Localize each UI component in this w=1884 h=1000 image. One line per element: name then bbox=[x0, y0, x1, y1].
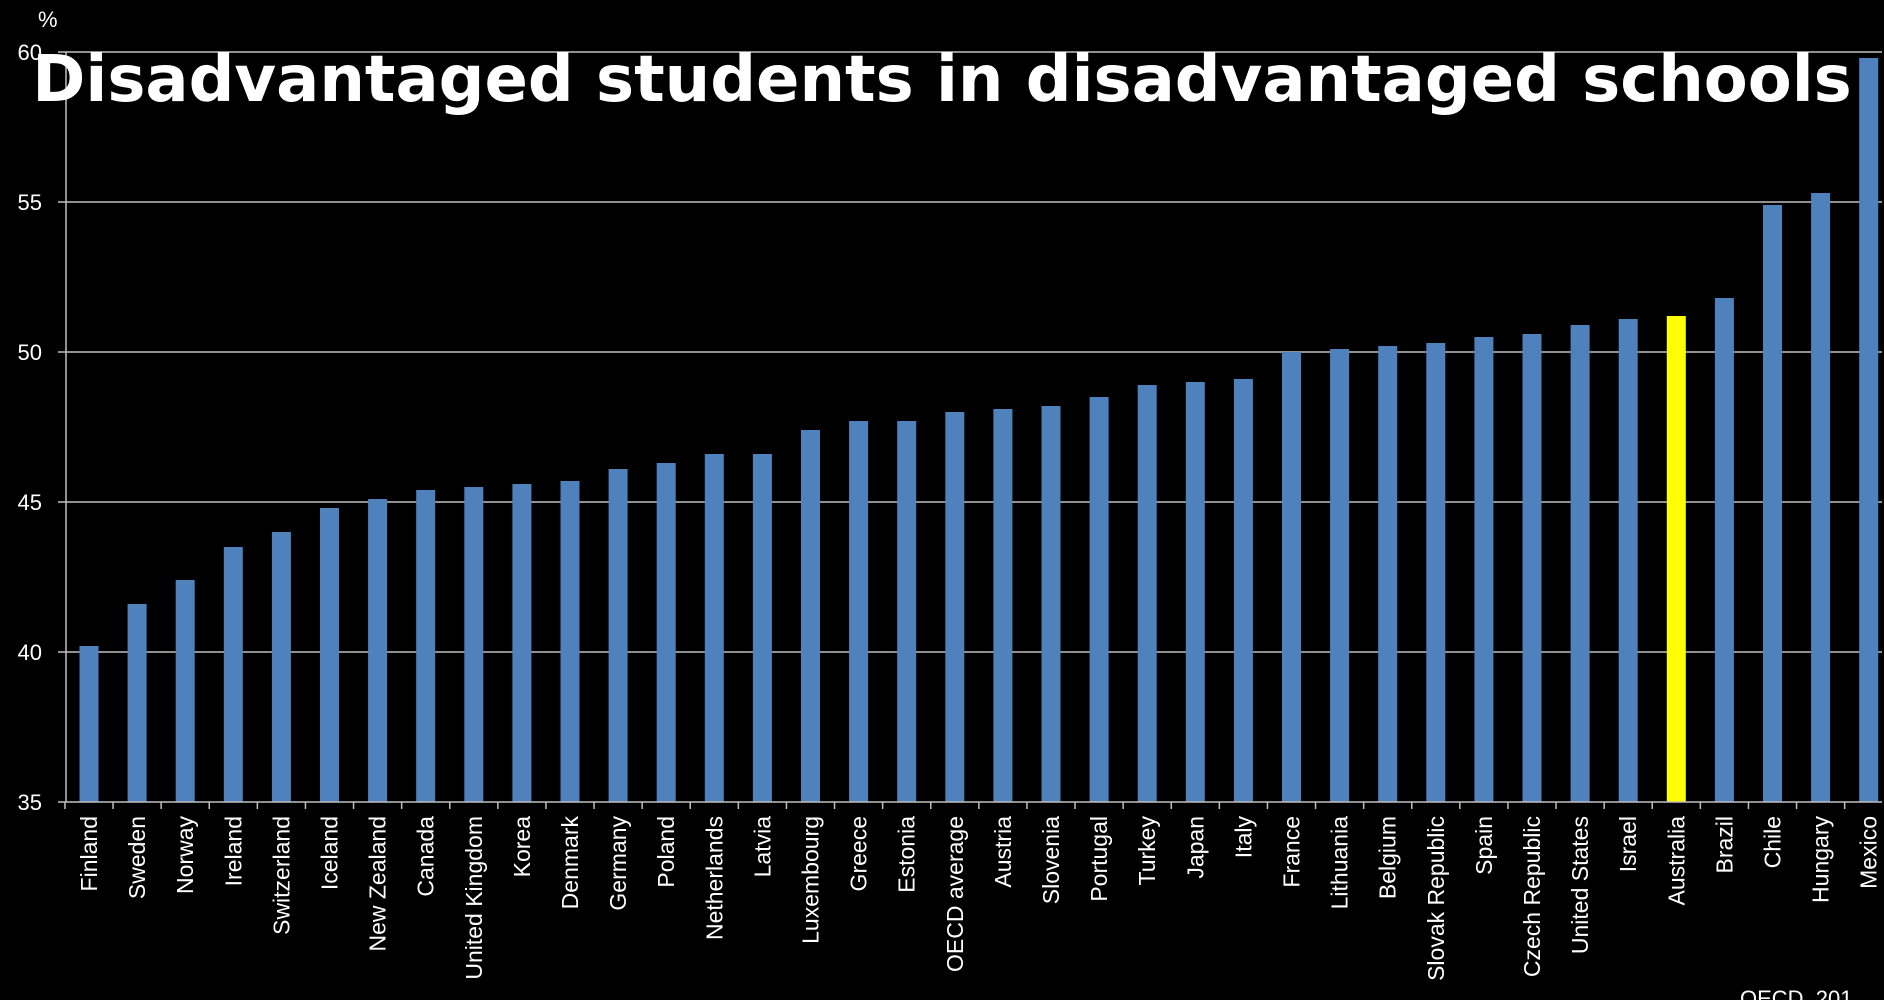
x-tick-label: Portugal bbox=[1086, 816, 1112, 902]
bar-denmark bbox=[560, 481, 580, 802]
x-tick-label: New Zealand bbox=[365, 816, 391, 952]
bar-new-zealand bbox=[368, 499, 388, 802]
bar-finland bbox=[79, 646, 99, 802]
x-tick-label: Turkey bbox=[1134, 816, 1160, 886]
bar-netherlands bbox=[704, 454, 724, 802]
x-tick-label: Iceland bbox=[317, 816, 343, 890]
bar-sweden bbox=[127, 604, 147, 802]
bar-latvia bbox=[752, 454, 772, 802]
bar-oecd-average bbox=[945, 412, 965, 802]
x-tick-label: Lithuania bbox=[1327, 816, 1353, 910]
source-note: OECD, 201 bbox=[1740, 986, 1853, 1000]
x-tick-label: Switzerland bbox=[268, 816, 294, 935]
bar-norway bbox=[175, 580, 195, 802]
x-tick-label: Korea bbox=[509, 816, 535, 878]
bar-united-states bbox=[1570, 325, 1590, 802]
x-tick-label: Norway bbox=[172, 816, 198, 894]
bar-greece bbox=[849, 421, 869, 802]
chart-title: Disadvantaged students in disadvantaged … bbox=[32, 43, 1851, 117]
bar-france bbox=[1282, 352, 1301, 802]
bar-israel bbox=[1618, 319, 1638, 802]
y-tick-labels: 35 40 45 50 55 60 bbox=[18, 40, 42, 815]
x-tick-label: Slovenia bbox=[1038, 816, 1064, 904]
x-tick-label: Hungary bbox=[1808, 816, 1834, 903]
y-tick-label: 50 bbox=[18, 340, 42, 365]
bar-brazil bbox=[1714, 298, 1734, 802]
bar-austria bbox=[993, 409, 1013, 802]
bar-iceland bbox=[320, 508, 339, 802]
bar-switzerland bbox=[271, 532, 291, 802]
x-tick-label: Mexico bbox=[1856, 816, 1882, 889]
bar-lithuania bbox=[1330, 349, 1350, 802]
x-tick-label: Japan bbox=[1182, 816, 1208, 879]
bar-turkey bbox=[1137, 385, 1157, 802]
x-tick-label: Spain bbox=[1471, 816, 1497, 875]
x-tick-label: Netherlands bbox=[701, 816, 727, 940]
x-tick-label: Czech Republic bbox=[1519, 816, 1545, 977]
y-tick-label: 40 bbox=[18, 640, 42, 665]
x-tick-label: Latvia bbox=[749, 816, 775, 878]
x-tick-label: Estonia bbox=[894, 816, 920, 893]
x-tick-label: Israel bbox=[1615, 816, 1641, 872]
y-tick-label: 35 bbox=[18, 790, 42, 815]
bar-poland bbox=[656, 463, 676, 802]
bar-italy bbox=[1233, 379, 1253, 802]
x-tick-label: Italy bbox=[1230, 816, 1256, 859]
y-axis-unit: % bbox=[38, 7, 58, 32]
x-tick-label: Germany bbox=[605, 816, 631, 911]
x-tick-label: United Kingdom bbox=[461, 816, 487, 980]
x-tick-label: United States bbox=[1567, 816, 1593, 954]
y-tick-label: 55 bbox=[18, 190, 42, 215]
x-tick-labels: Finland Sweden Norway Ireland Switzerland Ice… bbox=[76, 816, 1882, 981]
bar-spain bbox=[1474, 337, 1494, 802]
bar-germany bbox=[608, 469, 628, 802]
bar-slovak-republic bbox=[1426, 343, 1446, 802]
x-tick-label: Finland bbox=[76, 816, 102, 891]
x-tick-label: Canada bbox=[413, 816, 439, 897]
axes bbox=[64, 52, 1882, 809]
x-tick-label: Luxembourg bbox=[798, 816, 824, 944]
x-tick-label: Greece bbox=[846, 816, 872, 891]
x-tick-label: Australia bbox=[1663, 816, 1689, 906]
bar-series bbox=[79, 58, 1879, 802]
bar-slovenia bbox=[1041, 406, 1061, 802]
x-tick-label: Poland bbox=[653, 816, 679, 888]
bar-czech-republic bbox=[1522, 334, 1542, 802]
x-tick-label: Chile bbox=[1760, 816, 1786, 868]
x-tick-label: Belgium bbox=[1375, 816, 1401, 899]
x-tick-label: Austria bbox=[990, 816, 1016, 888]
bar-belgium bbox=[1378, 346, 1398, 802]
x-tick-label: France bbox=[1279, 816, 1305, 888]
bar-korea bbox=[512, 484, 532, 802]
x-tick-label: Denmark bbox=[557, 816, 583, 910]
bar-canada bbox=[416, 490, 436, 802]
bar-hungary bbox=[1811, 193, 1831, 802]
y-tick-label: 45 bbox=[18, 490, 42, 515]
y-tick-label: 60 bbox=[18, 40, 42, 65]
bar-luxembourg bbox=[801, 430, 820, 802]
bar-estonia bbox=[897, 421, 917, 802]
bar-australia bbox=[1666, 316, 1686, 802]
x-tick-label: Brazil bbox=[1711, 816, 1737, 874]
bar-portugal bbox=[1089, 397, 1109, 802]
x-tick-label: OECD average bbox=[942, 816, 968, 972]
x-tick-label: Ireland bbox=[220, 816, 246, 886]
bar-chile bbox=[1763, 205, 1782, 802]
bar-ireland bbox=[223, 547, 243, 802]
bar-mexico bbox=[1859, 58, 1879, 802]
bar-united-kingdom bbox=[464, 487, 484, 802]
x-tick-label: Slovak Republic bbox=[1423, 816, 1449, 981]
x-tick-label: Sweden bbox=[124, 816, 150, 899]
bar-japan bbox=[1185, 382, 1205, 802]
